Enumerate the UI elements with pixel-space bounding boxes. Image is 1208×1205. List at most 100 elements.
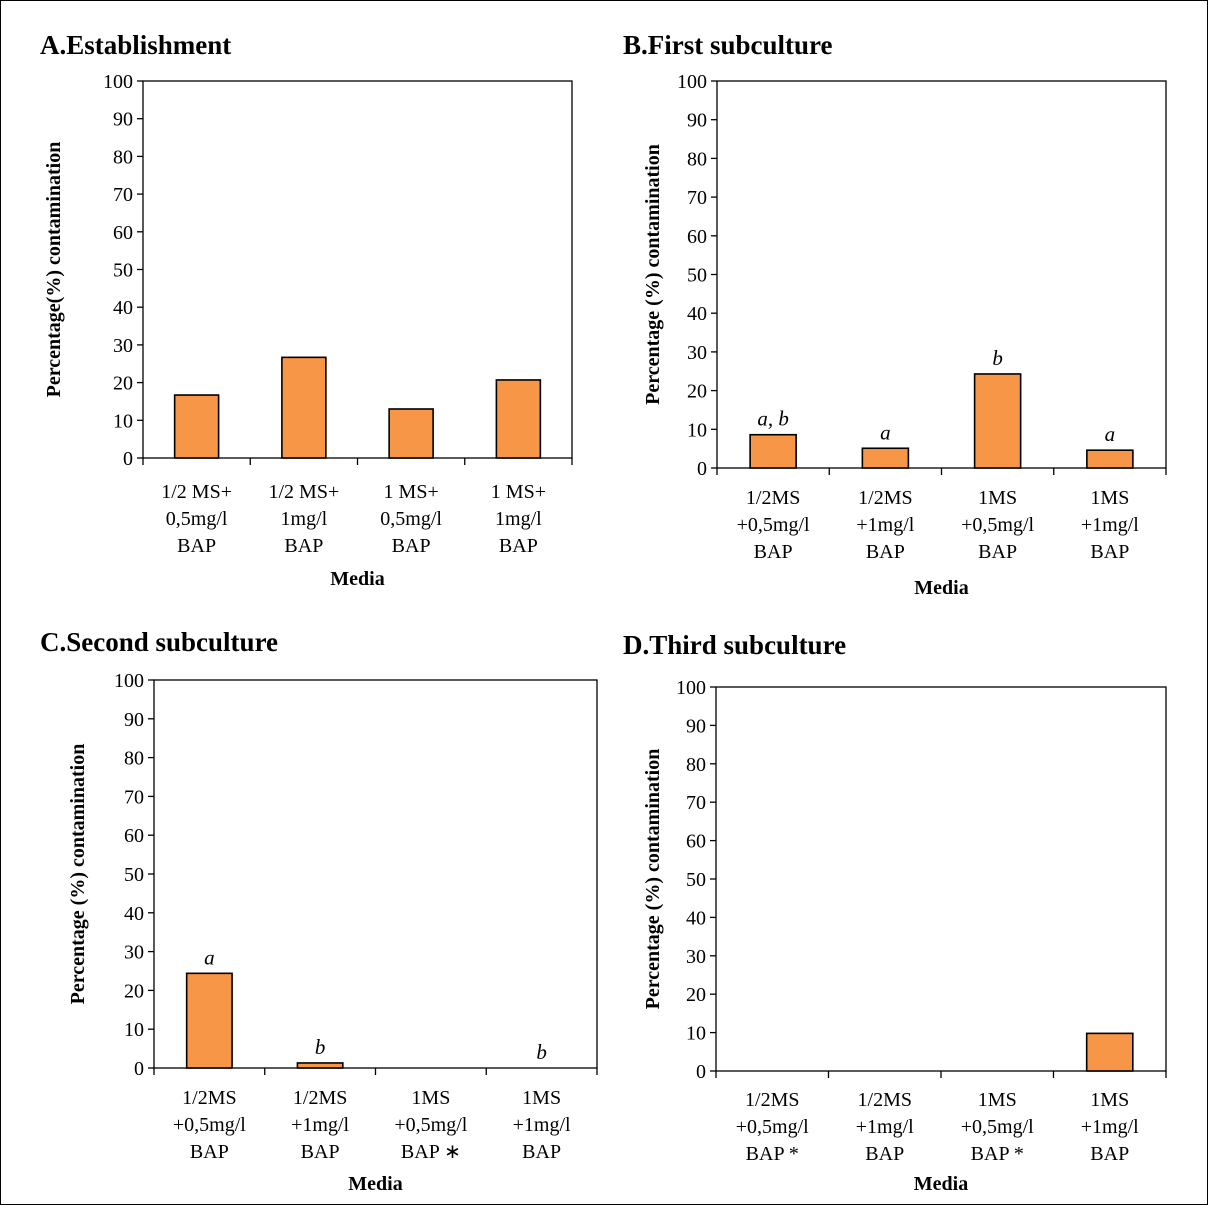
panel-4-category-label: 1/2MS [858,1089,912,1111]
panel-4-y-axis-label: Percentage (%) contamination [642,749,664,1010]
panel-1-ytick-label: 10 [113,410,133,432]
panel-3-ytick-label: 90 [124,709,144,731]
panel-4-bar [1085,1032,1134,1072]
panel-3-category-label: BAP ∗ [401,1141,461,1163]
panel-2-ytick-label: 60 [687,226,707,248]
panel-1-category-label: 1/2 MS+ [269,481,340,503]
panel-2-category-label: +0,5mg/l [737,514,810,536]
panel-1-bar [173,394,220,459]
panel-1-category-label: 1 MS+ [384,481,439,503]
panel-4-category-label: BAP [865,1143,904,1165]
panel-2-bar [861,447,910,469]
panel-4-category-label: +0,5mg/l [736,1116,809,1138]
panel-2-category-label: BAP [978,541,1017,563]
panel-1-x-axis-label: Media [330,568,384,590]
panel-4-ytick-label: 60 [686,831,706,853]
panel-4-category-label: BAP * [746,1143,799,1165]
panel-3-ytick-label: 70 [124,786,144,808]
panel-2-category-label: BAP [1090,541,1129,563]
panel-1-category-label: 1/2 MS+ [161,481,232,503]
panel-2-category-label: 1MS [1090,487,1129,509]
panel-3-category-label: 1/2MS [182,1087,236,1109]
panel-2-bar-label: a [880,420,891,444]
panel-4-title: D.Third subculture [623,630,846,660]
panel-3-ytick-label: 0 [134,1058,144,1080]
panel-3-category-label: +0,5mg/l [394,1114,467,1136]
panel-1-ytick-label: 20 [113,373,133,395]
panel-3-ytick-label: 50 [124,864,144,886]
panel-3-category-label: 1MS [522,1087,561,1109]
panel-1-title: A.Establishment [40,30,231,60]
panel-1-category-label: BAP [392,535,431,557]
panel-2-category-label: BAP [754,541,793,563]
panel-1-ytick-label: 70 [113,184,133,206]
panel-2-ytick-label: 100 [677,71,707,93]
panel-2-ytick-label: 30 [687,342,707,364]
panel-4-category-label: +1mg/l [1081,1116,1139,1138]
panel-3-x-axis-label: Media [348,1173,402,1195]
panel-4-ytick-label: 80 [686,754,706,776]
panel-1-y-axis-label: Percentage(%) contamination [43,142,65,398]
panel-1-category-label: 0,5mg/l [380,508,442,530]
panel-3-category-label: +1mg/l [291,1114,349,1136]
panel-2-category-label: 1/2MS [746,487,800,509]
panel-4-plot-area [715,686,1167,1072]
panel-4-ytick-label: 30 [686,946,706,968]
panel-3-bar [296,1062,344,1069]
panel-4-ytick-label: 70 [686,792,706,814]
panel-4-ytick-label: 10 [686,1023,706,1045]
panel-3-category-label: BAP [522,1141,561,1163]
panel-3-ytick-label: 100 [114,670,144,692]
panel-3-bar-label: b [315,1035,326,1059]
panel-3-category-label: 1MS [411,1087,450,1109]
panel-2-bar-label: a [1105,422,1116,446]
panel-2-category-label: 1/2MS [858,487,912,509]
panel-2-bar [1086,449,1134,469]
panel-4-ytick-label: 50 [686,869,706,891]
panel-2-ytick-label: 40 [687,303,707,325]
panel-2-bar [973,373,1022,469]
panel-3-ytick-label: 80 [124,748,144,770]
panel-4-category-label: 1/2MS [745,1089,799,1111]
panel-1-ytick-label: 0 [123,448,133,470]
panel-1-ytick-label: 50 [113,260,133,282]
panel-1-category-label: BAP [284,535,323,557]
panel-3-category-label: 1/2MS [293,1087,347,1109]
panel-1-bar [388,408,434,459]
panel-4-x-axis-label: Media [914,1173,968,1195]
panel-1-category-label: 1 MS+ [491,481,546,503]
panel-4-category-label: 1MS [978,1089,1017,1111]
panel-2-bar-label: a, b [757,407,789,431]
panel-2-title: B.First subculture [623,30,833,60]
panel-1-ytick-label: 30 [113,335,133,357]
panel-2-ytick-label: 10 [687,419,707,441]
panel-2-x-axis-label: Media [914,577,968,599]
panel-2-category-label: +0,5mg/l [961,514,1034,536]
panel-2-category-label: +1mg/l [856,514,914,536]
panel-1-category-label: 1mg/l [281,508,328,530]
panel-4-category-label: +1mg/l [856,1116,914,1138]
panel-3-category-label: BAP [190,1141,229,1163]
panel-1-category-label: 0,5mg/l [166,508,228,530]
panel-4-ytick-label: 40 [686,907,706,929]
panel-2-ytick-label: 80 [687,148,707,170]
panel-2-category-label: BAP [866,541,905,563]
panel-2-ytick-label: 20 [687,381,707,403]
panel-4-ytick-label: 0 [696,1061,706,1083]
panel-4-ytick-label: 100 [676,677,706,699]
panel-2-bar-label: b [992,346,1003,370]
panel-4-category-label: 1MS [1090,1089,1129,1111]
panel-2-ytick-label: 70 [687,187,707,209]
panel-2-ytick-label: 0 [697,458,707,480]
panel-3-ytick-label: 10 [124,1019,144,1041]
panel-3-category-label: BAP [301,1141,340,1163]
panel-3-category-label: +0,5mg/l [173,1114,246,1136]
panel-1-category-label: BAP [499,535,538,557]
panel-3-title: C.Second subculture [40,627,278,657]
panel-3-ytick-label: 30 [124,942,144,964]
panel-1-ytick-label: 40 [113,297,133,319]
panel-4-ytick-label: 90 [686,715,706,737]
panel-3-bar-label: a [204,945,215,969]
panel-3-category-label: +1mg/l [513,1114,571,1136]
